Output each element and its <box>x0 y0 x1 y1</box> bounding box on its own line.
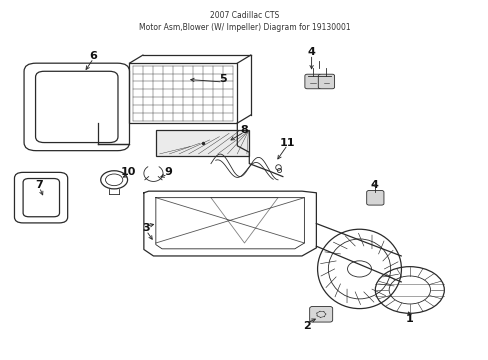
Text: 2007 Cadillac CTS: 2007 Cadillac CTS <box>209 11 279 20</box>
Text: 10: 10 <box>121 167 136 177</box>
Text: 1: 1 <box>405 314 413 324</box>
Bar <box>156 130 249 156</box>
Text: 4: 4 <box>370 180 378 190</box>
Bar <box>129 63 237 123</box>
Text: Motor Asm,Blower (W/ Impeller) Diagram for 19130001: Motor Asm,Blower (W/ Impeller) Diagram f… <box>139 23 349 32</box>
Text: 5: 5 <box>219 75 226 84</box>
Text: 11: 11 <box>279 138 295 148</box>
Text: 2: 2 <box>302 321 310 330</box>
FancyBboxPatch shape <box>366 190 383 205</box>
Text: 9: 9 <box>163 167 171 177</box>
Text: 3: 3 <box>142 224 150 233</box>
FancyBboxPatch shape <box>304 74 321 89</box>
Text: 4: 4 <box>307 47 315 57</box>
FancyBboxPatch shape <box>309 306 332 322</box>
Text: 6: 6 <box>89 51 97 61</box>
FancyBboxPatch shape <box>318 74 334 89</box>
Text: 8: 8 <box>240 125 248 135</box>
Text: 7: 7 <box>36 180 43 190</box>
